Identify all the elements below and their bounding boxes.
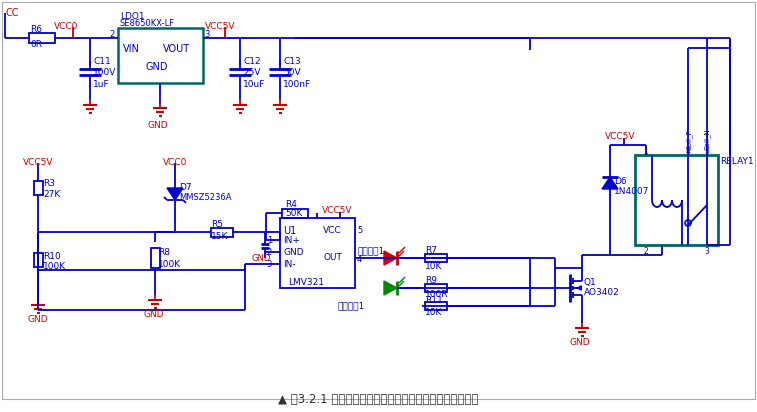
- Text: 100R: 100R: [425, 290, 448, 299]
- Text: R11: R11: [425, 296, 443, 305]
- Text: 4: 4: [357, 255, 363, 264]
- Text: MMSZ5236A: MMSZ5236A: [179, 193, 232, 202]
- Text: VCC: VCC: [323, 226, 341, 235]
- Text: C11: C11: [93, 57, 111, 66]
- Text: 停止充电1: 停止充电1: [337, 301, 364, 310]
- Text: 100nF: 100nF: [283, 80, 311, 89]
- Text: 10K: 10K: [425, 262, 442, 271]
- Bar: [33, 253, 42, 267]
- Text: 100K: 100K: [158, 260, 181, 269]
- Bar: [280, 218, 355, 288]
- Text: GND: GND: [146, 62, 169, 72]
- Text: 10uF: 10uF: [243, 80, 266, 89]
- Text: U1: U1: [283, 226, 296, 236]
- Bar: [118, 28, 203, 83]
- Text: LMV321: LMV321: [288, 278, 324, 287]
- Text: VOUT: VOUT: [163, 44, 190, 54]
- Text: 25V: 25V: [243, 68, 260, 77]
- Text: R10: R10: [43, 252, 61, 261]
- Text: CC: CC: [5, 8, 18, 18]
- Bar: [29, 33, 55, 43]
- Text: 15K: 15K: [211, 232, 229, 241]
- Text: D7: D7: [179, 183, 192, 192]
- Text: VCC5V: VCC5V: [605, 132, 635, 141]
- Text: Coil_N: Coil_N: [704, 128, 711, 150]
- Text: VCC5V: VCC5V: [204, 22, 235, 31]
- Text: IN-: IN-: [283, 260, 296, 269]
- Text: 1: 1: [266, 236, 272, 245]
- Bar: [33, 181, 42, 195]
- Text: Coil_P: Coil_P: [686, 129, 693, 150]
- Text: SE8650KX-LF: SE8650KX-LF: [120, 19, 175, 28]
- Text: 1: 1: [643, 147, 649, 156]
- Text: 0R: 0R: [30, 40, 42, 49]
- Bar: [282, 208, 308, 218]
- Polygon shape: [602, 177, 618, 189]
- Text: R8: R8: [158, 248, 170, 257]
- Text: GND: GND: [28, 315, 48, 324]
- Text: 5: 5: [357, 226, 363, 235]
- Text: 50K: 50K: [285, 209, 302, 218]
- Text: IN+: IN+: [283, 236, 300, 245]
- Text: 2: 2: [109, 30, 114, 39]
- Text: 27K: 27K: [43, 190, 61, 199]
- Bar: [425, 284, 447, 292]
- Text: 2: 2: [266, 248, 272, 257]
- Text: LDO1: LDO1: [120, 12, 145, 21]
- Text: VCC0: VCC0: [54, 22, 78, 31]
- Polygon shape: [384, 251, 397, 265]
- Text: R9: R9: [425, 276, 437, 285]
- Text: VCC0: VCC0: [163, 158, 187, 167]
- Text: VCC5V: VCC5V: [23, 158, 53, 167]
- Text: C13: C13: [283, 57, 301, 66]
- Text: 50V: 50V: [283, 68, 301, 77]
- Text: 5: 5: [705, 147, 709, 156]
- Bar: [425, 254, 447, 262]
- Text: 2: 2: [643, 247, 649, 256]
- Text: 100K: 100K: [43, 262, 66, 271]
- Text: 4: 4: [686, 147, 690, 156]
- Text: 可以充电1: 可以充电1: [357, 246, 385, 255]
- Text: GND: GND: [570, 338, 590, 347]
- Bar: [635, 155, 718, 245]
- Text: D6: D6: [614, 177, 627, 186]
- Text: GND: GND: [148, 121, 169, 130]
- Text: R4: R4: [285, 200, 297, 209]
- Text: R3: R3: [43, 179, 55, 188]
- Text: ▲ 图3.2.1 硬件通过比较控制继电器实现防止过充部分电路: ▲ 图3.2.1 硬件通过比较控制继电器实现防止过充部分电路: [278, 393, 478, 406]
- Polygon shape: [167, 188, 183, 200]
- Bar: [151, 248, 160, 268]
- Text: GND: GND: [283, 248, 304, 257]
- Text: 1N4007: 1N4007: [614, 187, 650, 196]
- Text: R6: R6: [30, 25, 42, 34]
- Text: Q1: Q1: [584, 278, 597, 287]
- Text: 10K: 10K: [425, 308, 442, 317]
- Text: R7: R7: [425, 246, 437, 255]
- Text: 100V: 100V: [93, 68, 117, 77]
- Text: C12: C12: [243, 57, 260, 66]
- Polygon shape: [384, 281, 397, 295]
- Text: GND: GND: [252, 254, 271, 263]
- Text: AO3402: AO3402: [584, 288, 620, 297]
- Text: 3: 3: [705, 247, 709, 256]
- Text: 3: 3: [266, 260, 272, 269]
- Bar: [425, 302, 447, 310]
- Text: R5: R5: [211, 220, 223, 229]
- Text: 1uF: 1uF: [93, 80, 110, 89]
- Bar: [211, 227, 233, 236]
- Text: VCC5V: VCC5V: [322, 206, 352, 215]
- Text: 3: 3: [204, 30, 210, 39]
- Text: GND: GND: [143, 310, 164, 319]
- Text: VIN: VIN: [123, 44, 140, 54]
- Text: OUT: OUT: [323, 253, 342, 262]
- Text: RELAY1: RELAY1: [720, 157, 754, 166]
